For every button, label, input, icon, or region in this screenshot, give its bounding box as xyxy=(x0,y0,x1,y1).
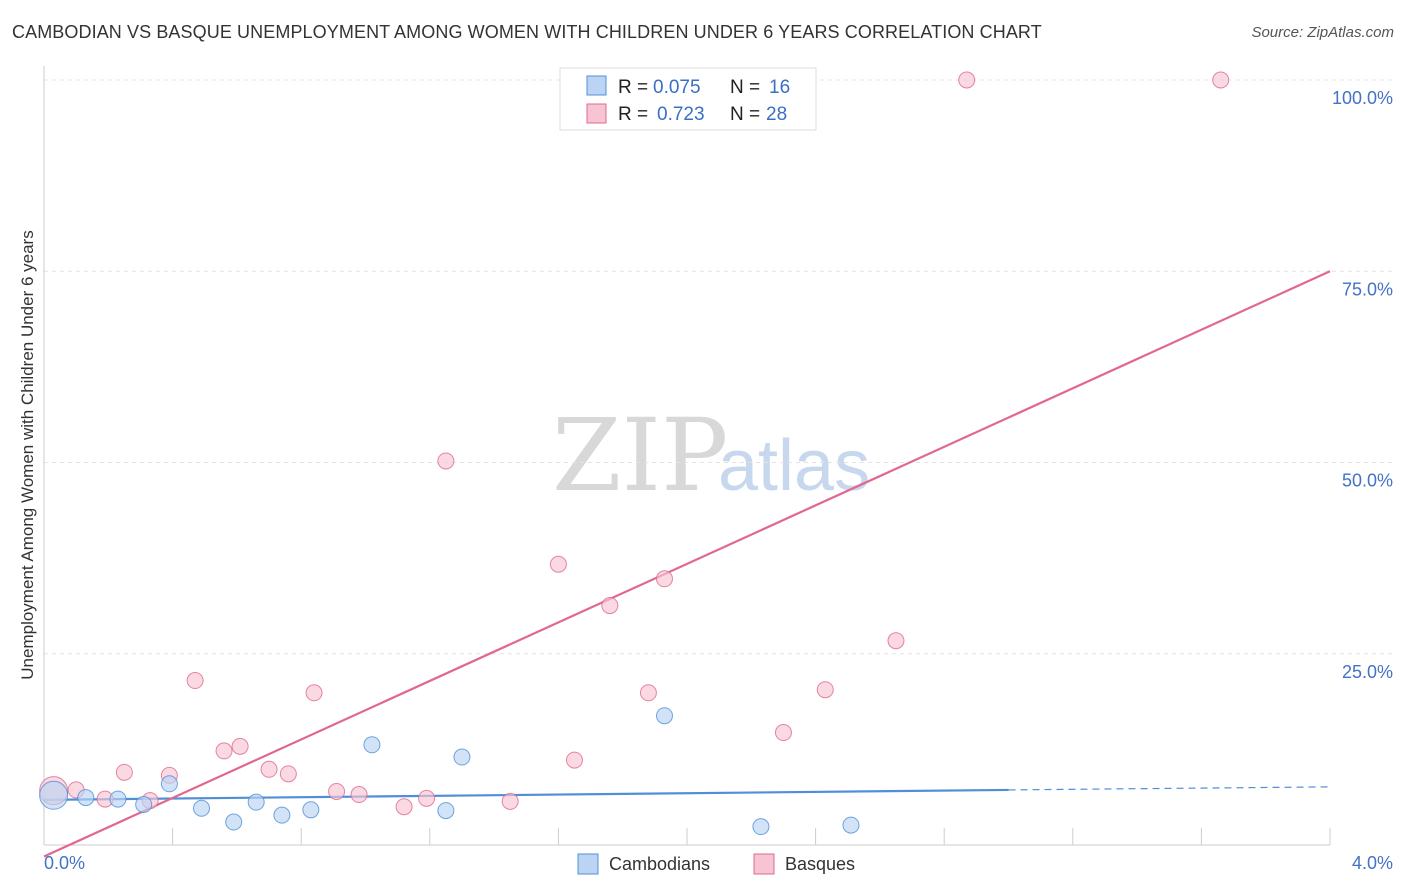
chart-title: CAMBODIAN VS BASQUE UNEMPLOYMENT AMONG W… xyxy=(12,22,1042,42)
data-point-basques xyxy=(639,684,657,702)
data-points xyxy=(39,71,1230,836)
data-point-cambodians xyxy=(752,818,770,836)
data-point-basques xyxy=(350,786,368,804)
watermark-atlas: atlas xyxy=(718,426,870,506)
x-tick-label-min: 0.0% xyxy=(44,853,85,873)
legend-label-cambodians: Cambodians xyxy=(609,854,710,874)
legend-swatch-basques xyxy=(753,853,775,875)
data-point-cambodians xyxy=(437,802,455,820)
data-point-cambodians xyxy=(39,780,69,810)
y-tick-label: 100.0% xyxy=(1332,88,1393,108)
trend-line-cambodians xyxy=(43,788,1009,801)
data-point-basques xyxy=(816,681,834,699)
data-point-cambodians xyxy=(655,707,673,725)
data-point-cambodians xyxy=(77,789,95,807)
stats-n-label: N = xyxy=(730,104,760,125)
data-point-cambodians xyxy=(109,790,127,808)
data-point-cambodians xyxy=(842,816,860,834)
source-label: Source: ZipAtlas.com xyxy=(1251,24,1394,41)
stats-r-label: R = xyxy=(618,104,648,125)
data-point-basques xyxy=(958,71,976,89)
data-point-cambodians xyxy=(302,801,320,819)
stats-box: R = 0.075 N = 16 R = 0.723 N = 28 xyxy=(559,67,817,131)
data-point-basques xyxy=(774,724,792,742)
stats-n-value: 28 xyxy=(766,104,787,125)
data-point-cambodians xyxy=(160,775,178,793)
data-point-basques xyxy=(549,555,567,573)
stats-r-value: 0.723 xyxy=(657,104,705,125)
y-tick-label: 50.0% xyxy=(1342,471,1393,491)
data-point-basques xyxy=(887,632,905,650)
data-point-basques xyxy=(565,751,583,769)
stats-r-label: R = xyxy=(618,77,648,98)
data-point-basques xyxy=(601,597,619,615)
trend-line-extension-cambodians xyxy=(1008,786,1331,791)
data-point-cambodians xyxy=(273,806,291,824)
stats-swatch-cambodians xyxy=(586,75,607,96)
y-tick-labels: 25.0% 50.0% 75.0% 100.0% xyxy=(1332,88,1393,682)
data-point-basques xyxy=(186,672,204,690)
y-tick-label: 75.0% xyxy=(1342,279,1393,299)
watermark: ZIP atlas xyxy=(552,397,870,514)
data-point-cambodians xyxy=(247,793,265,811)
y-tick-label: 25.0% xyxy=(1342,662,1393,682)
watermark-zip: ZIP xyxy=(552,397,728,514)
axes xyxy=(43,66,1331,846)
data-point-cambodians xyxy=(135,795,153,813)
stats-n-value: 16 xyxy=(769,77,790,98)
legend-swatch-cambodians xyxy=(577,853,599,875)
stats-swatch-basques xyxy=(586,103,607,124)
data-point-cambodians xyxy=(193,799,211,817)
data-point-basques xyxy=(395,798,413,816)
gridlines xyxy=(44,79,1392,655)
data-point-cambodians xyxy=(363,736,381,754)
data-point-basques xyxy=(328,782,346,800)
data-point-cambodians xyxy=(225,813,243,831)
data-point-basques xyxy=(231,737,249,755)
data-point-basques xyxy=(115,763,133,781)
legend-label-basques: Basques xyxy=(785,854,855,874)
data-point-basques xyxy=(501,792,519,810)
stats-r-value: 0.075 xyxy=(653,77,701,98)
data-point-basques xyxy=(279,765,297,783)
trend-line-basques xyxy=(43,270,1331,858)
data-point-basques xyxy=(418,789,436,807)
data-point-basques xyxy=(260,760,278,778)
trend-lines xyxy=(43,270,1331,858)
stats-n-label: N = xyxy=(730,77,760,98)
data-point-cambodians xyxy=(453,748,471,766)
data-point-basques xyxy=(305,684,323,702)
data-point-basques xyxy=(437,452,455,470)
x-tick-label-max: 4.0% xyxy=(1352,853,1393,873)
legend: Cambodians Basques xyxy=(577,853,855,875)
data-point-basques xyxy=(1212,71,1230,89)
data-point-basques xyxy=(655,570,673,588)
data-point-basques xyxy=(215,742,233,760)
